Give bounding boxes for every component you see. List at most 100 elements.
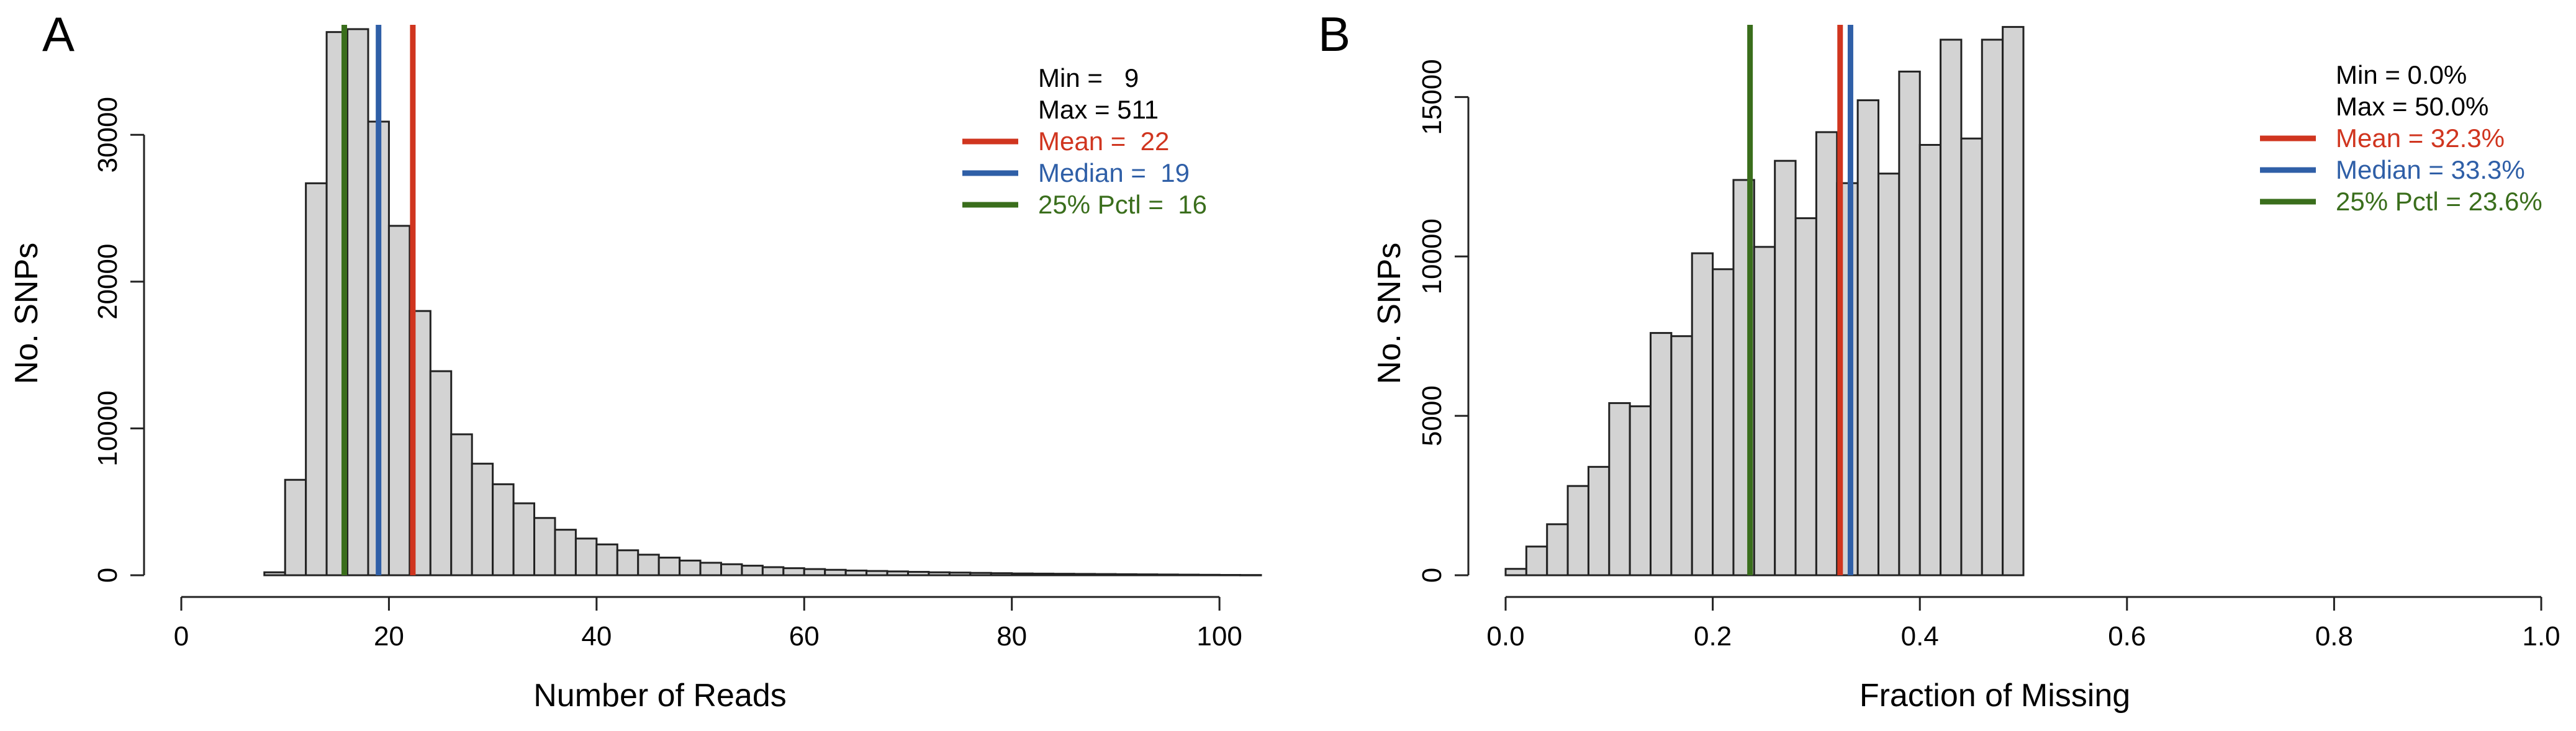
y-tick-label: 10000 [93, 390, 123, 466]
histogram-bar [533, 517, 556, 576]
panel-b: B No. SNPs Fraction of Missing 0 5000 1000… [1318, 7, 2560, 714]
histogram-bar [1629, 405, 1652, 576]
histogram-bar [844, 569, 868, 576]
histogram-bars [1504, 25, 2025, 576]
panel-a: A No. SNPs Number of Reads 0 10000 20000 30… [9, 7, 1262, 714]
panel-letter-a: A [42, 7, 75, 61]
histogram-bar [1856, 99, 1879, 576]
histogram-bar [1011, 572, 1034, 576]
histogram-bar [1918, 143, 1942, 576]
legend-entry: Median = 19 [1038, 158, 1190, 187]
histogram-bar [886, 570, 909, 576]
histogram-bar [928, 571, 951, 576]
histogram-bar [969, 572, 992, 576]
histogram-bar [2002, 25, 2025, 576]
legend-entry: Min = 9 [1038, 63, 1139, 92]
x-axis-title: Fraction of Missing [1860, 678, 2130, 714]
x-tick-label: 100 [1196, 621, 1242, 652]
x-tick-label: 80 [997, 621, 1027, 652]
histogram-bar [1525, 545, 1548, 576]
histogram-bar [1587, 465, 1611, 576]
legend-entry: Mean = 32.3% [2336, 123, 2505, 153]
x-tick-label: 0.2 [1694, 621, 1732, 652]
statistic-lines [1747, 25, 1853, 575]
histogram-bar [803, 568, 826, 576]
histogram-bar [450, 433, 473, 576]
histogram-bar [782, 567, 805, 576]
x-tick-label: 0 [174, 621, 189, 652]
x-tick-label: 0.6 [2108, 621, 2146, 652]
histogram-bar [1031, 572, 1055, 576]
histogram-bar [1794, 217, 1817, 576]
panel-letter-b: B [1318, 7, 1350, 61]
legend-entry: Max = 50.0% [2336, 92, 2488, 121]
histogram-bar [471, 462, 494, 576]
histogram-bar [492, 483, 515, 576]
histogram-bar [1504, 568, 1527, 576]
histogram-bar [1218, 574, 1242, 576]
histogram-bar [720, 563, 743, 576]
legend-entry: Min = 0.0% [2336, 60, 2467, 89]
y-tick-label: 20000 [93, 244, 123, 320]
histogram-bar [1960, 137, 1983, 576]
x-tick-label: 40 [581, 621, 612, 652]
histogram-bar [1981, 38, 2004, 576]
y-axis: 0 5000 10000 15000 [1417, 59, 1470, 583]
histogram-bar [824, 568, 847, 576]
x-tick-label: 0.8 [2315, 621, 2353, 652]
x-axis: 0.0 0.2 0.4 0.6 0.8 1.0 [1486, 596, 2560, 652]
histogram-bar [1670, 335, 1693, 576]
histogram-bar [1650, 332, 1673, 576]
legend-entry: 25% Pctl = 16 [1038, 190, 1207, 219]
histogram-bar [906, 571, 930, 576]
y-axis-title: No. SNPs [9, 243, 45, 384]
y-tick-label: 0 [1417, 568, 1447, 583]
histogram-bar [387, 225, 411, 576]
legend-entry: Median = 33.3% [2336, 155, 2525, 184]
histogram-bar [1566, 485, 1589, 576]
histogram-bar [1239, 574, 1262, 576]
histogram-bar [1093, 573, 1117, 576]
y-tick-label: 10000 [1417, 218, 1447, 294]
histogram-bar [990, 572, 1013, 576]
histogram-bar [263, 571, 286, 576]
histogram-bar [741, 565, 764, 576]
histogram-bar [761, 566, 785, 576]
histogram-bar [637, 554, 660, 576]
x-tick-label: 1.0 [2522, 621, 2560, 652]
x-tick-label: 0.4 [1901, 621, 1939, 652]
x-tick-label: 20 [374, 621, 404, 652]
histogram-bar [595, 543, 618, 576]
histogram-bar [346, 28, 369, 576]
histogram-bar [1712, 268, 1735, 576]
histogram-bar [658, 557, 681, 576]
histogram-bar [1940, 38, 1963, 576]
y-tick-label: 30000 [93, 97, 123, 173]
x-tick-label: 60 [789, 621, 820, 652]
histogram-bar [1052, 573, 1075, 576]
histogram-bar [574, 537, 598, 576]
legend: Min = 0.0% Max = 50.0%Mean = 32.3%Median … [2260, 60, 2542, 216]
histogram-bar [1774, 159, 1797, 576]
histogram-bar [554, 529, 577, 576]
y-tick-label: 5000 [1417, 385, 1447, 446]
histogram-bar [1546, 523, 1569, 576]
histogram-bar [1753, 246, 1776, 576]
histogram-bar [284, 478, 307, 576]
histogram-bar [699, 562, 723, 576]
histogram-bar [1691, 252, 1714, 576]
y-tick-label: 0 [93, 568, 123, 583]
histogram-bar [305, 182, 328, 576]
histogram-bar [1073, 573, 1096, 576]
histogram-bar [948, 572, 972, 576]
legend-entry: Mean = 22 [1038, 127, 1169, 156]
legend-entry: Max = 511 [1038, 95, 1159, 124]
y-axis-title: No. SNPs [1372, 243, 1408, 384]
x-axis: 0 20 40 60 80 100 [174, 596, 1242, 652]
histogram-bar [1114, 573, 1137, 576]
histogram-bar [512, 502, 536, 576]
histogram-bar [616, 549, 639, 576]
y-tick-label: 15000 [1417, 59, 1447, 135]
